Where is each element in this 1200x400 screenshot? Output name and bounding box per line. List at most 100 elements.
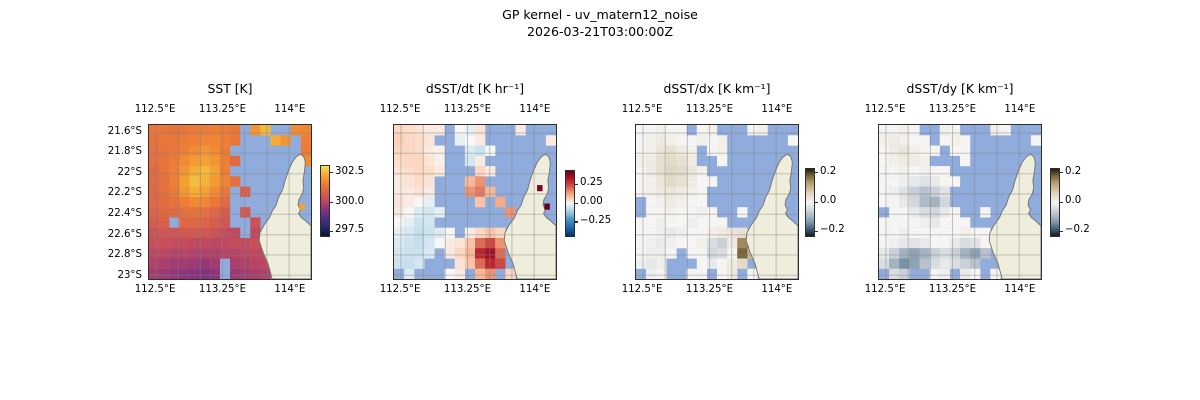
heatmap-cell [656,166,667,177]
heatmap-cell [414,176,425,187]
heatmap-cell [899,258,910,269]
heatmap-cell [485,186,496,197]
heatmap-cell [394,176,405,187]
heatmap-cell [666,176,677,187]
heatmap-cell [879,258,890,269]
heatmap-cell [919,196,930,208]
heatmap-cell [394,227,405,239]
heatmap-cell [199,186,210,197]
heatmap-cell [219,145,231,156]
heatmap-cell [199,145,210,156]
heatmap-cell [424,227,435,239]
heatmap-cell [179,135,190,146]
heatmap-cell [909,155,920,167]
heatmap-cell [250,268,261,279]
heatmap-cell [149,145,160,156]
heatmap-cell [404,217,415,228]
heatmap-cell [434,227,445,239]
y-tick-label: 22.6°S [107,228,142,240]
heatmap-cell [169,176,180,187]
heatmap-cell [666,248,677,259]
heatmap-cell [219,237,231,249]
heatmap-cell [899,217,910,228]
heatmap-cell [656,258,667,269]
heatmap-cell [737,207,748,218]
heatmap-cell [929,176,940,187]
heatmap-cell [899,166,910,177]
heatmap-cell [889,155,900,167]
heatmap-cell [464,176,476,187]
heatmap-cell [149,217,160,228]
colorbar-tick [574,183,578,185]
heatmap-cell [240,248,251,259]
heatmap-cell [646,248,657,259]
heatmap-cell [899,155,910,167]
heatmap-cell [159,207,170,218]
heatmap-cell [169,237,180,249]
heatmap-cell [485,227,496,239]
heatmap-cell [219,207,231,218]
heatmap-cell [919,217,930,228]
heatmap-cell [495,237,506,249]
heatmap-cell [250,258,261,269]
heatmap-cell [696,207,708,218]
heatmap-cell [230,135,241,146]
map-svg [879,125,1041,279]
heatmap-cell [889,196,900,208]
heatmap-cell [889,145,900,156]
inlet-data-dot [299,203,305,210]
heatmap-cell [889,268,900,279]
x-tick-label-top: 112.5°E [621,104,663,115]
heatmap-cell [879,125,890,136]
heatmap-cell [960,145,971,156]
heatmap-cell [179,145,190,156]
heatmap-cell [686,237,697,249]
heatmap-cell [656,227,667,239]
heatmap-cell [230,258,241,269]
heatmap-cell [179,125,190,136]
heatmap-cell [737,258,748,269]
heatmap-cell [404,166,415,177]
heatmap-cell [219,135,231,146]
heatmap-cell [250,125,261,136]
heatmap-cell [209,207,221,218]
heatmap-cell [727,248,738,259]
map-svg [394,125,556,279]
x-tick-label-bottom: 114°E [274,284,306,295]
heatmap-cell [889,135,900,146]
heatmap-cell [230,237,241,249]
heatmap-cell [676,155,687,167]
heatmap-cell [919,135,930,146]
heatmap-cell [189,155,200,167]
heatmap-cell [199,176,210,187]
heatmap-cell [686,268,697,279]
heatmap-cell [454,237,466,249]
heatmap-cell [189,248,200,259]
heatmap-cell [899,268,910,279]
heatmap-cell [189,207,200,218]
heatmap-cell [879,217,890,228]
heatmap-cell [747,268,758,279]
heatmap-cell [545,135,556,146]
heatmap-cell [169,186,180,197]
heatmap-cell [394,237,405,249]
heatmap-cell [686,135,697,146]
heatmap-cell [686,248,697,259]
heatmap-cell [899,196,910,208]
subplot-title-dsst-dt: dSST/dt [K hr⁻¹] [425,81,525,96]
map-axes-dsst-dt [393,124,557,280]
heatmap-cell [636,125,647,136]
x-tick-label-top: 112.5°E [134,104,176,115]
heatmap-cell [495,248,506,259]
x-tick-label-bottom: 113.25°E [198,284,247,295]
colorbar-tick [1059,230,1063,233]
heatmap-cell [424,217,435,228]
heatmap-cell [909,207,920,218]
heatmap-cell [990,125,1001,136]
heatmap-cell [879,145,890,156]
heatmap-cell [706,135,718,146]
heatmap-cell [636,145,647,156]
heatmap-cell [656,217,667,228]
heatmap-cell [676,196,687,208]
